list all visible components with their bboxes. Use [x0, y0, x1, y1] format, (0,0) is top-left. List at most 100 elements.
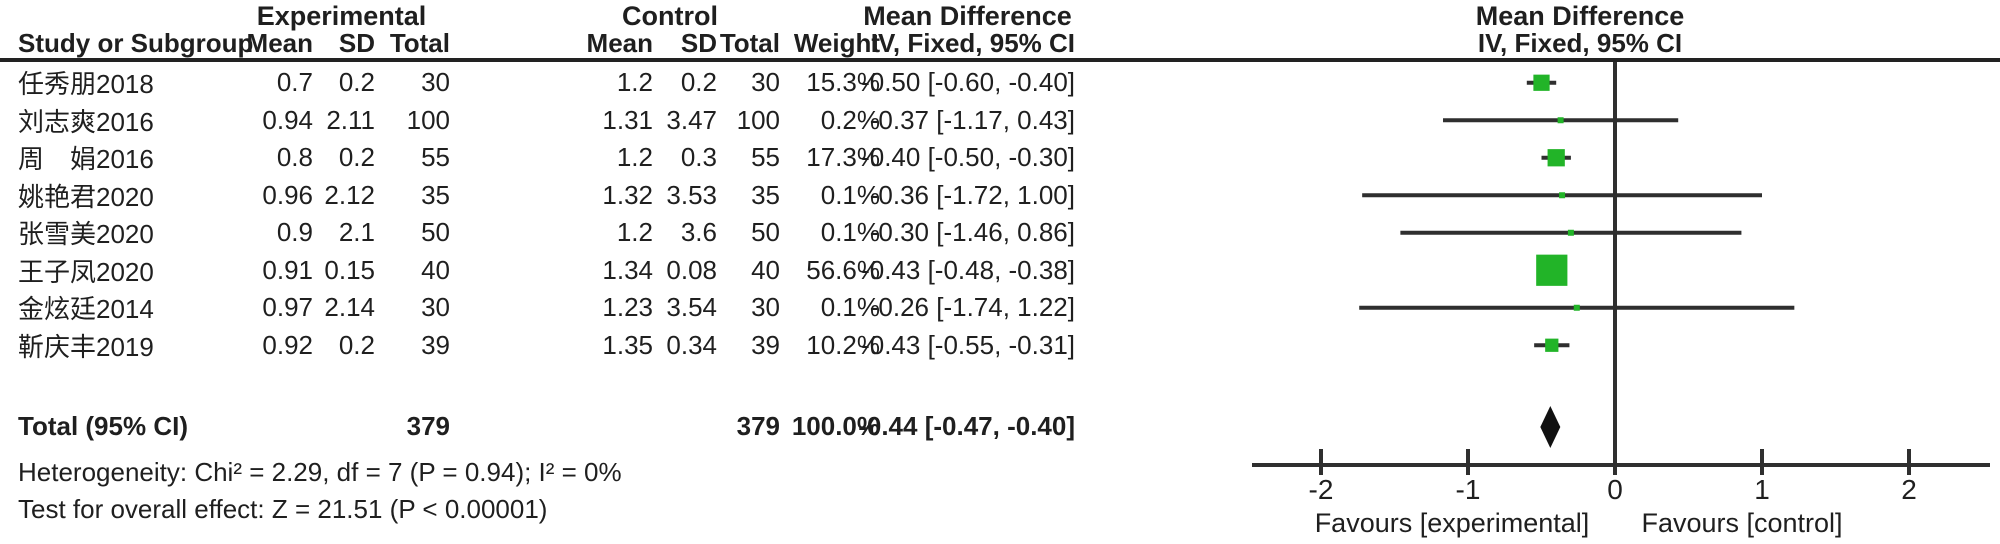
header-divider-line — [0, 58, 2000, 62]
ci-value: -0.26 [-1.74, 1.22] — [869, 292, 1075, 323]
total-label: Total (95% CI) — [18, 411, 188, 442]
axis-tick — [1319, 449, 1323, 475]
col-exp-sd: SD — [338, 27, 375, 58]
total-ci: -0.44 [-0.47, -0.40] — [858, 411, 1075, 442]
ci-value: -0.37 [-1.17, 0.43] — [869, 104, 1075, 135]
ctl-sd-value: 0.3 — [680, 142, 717, 173]
exp-total-value: 40 — [421, 254, 450, 285]
ctl-mean-value: 1.31 — [602, 104, 653, 135]
ctl-sd-value: 0.08 — [666, 254, 717, 285]
ctl-mean-value: 1.32 — [602, 179, 653, 210]
exp-total-value: 100 — [406, 104, 450, 135]
pooled-diamond — [1540, 406, 1561, 448]
axis-tick — [1613, 449, 1617, 475]
weight-value: 56.6% — [806, 254, 880, 285]
exp-sd-value: 0.15 — [324, 254, 375, 285]
table-row: 周 娟2016 0.8 0.2 55 1.2 0.3 55 17.3% -0.4… — [0, 139, 1100, 177]
header-mean-difference-left: Mean Difference — [863, 1, 1072, 31]
ctl-total-value: 39 — [751, 329, 780, 360]
axis-tick — [1466, 449, 1470, 475]
exp-mean-value: 0.9 — [276, 217, 313, 248]
ctl-mean-value: 1.2 — [616, 217, 653, 248]
total-row: Total (95% CI) 379 379 100.0% -0.44 [-0.… — [0, 408, 1100, 446]
col-exp-total: Total — [389, 27, 450, 58]
ctl-sd-value: 3.54 — [666, 292, 717, 323]
table-row: 王子凤2020 0.91 0.15 40 1.34 0.08 40 56.6% … — [0, 252, 1100, 290]
ctl-sd-value: 3.6 — [680, 217, 717, 248]
study-label: 张雪美2020 — [18, 219, 154, 250]
ctl-total-value: 55 — [751, 142, 780, 173]
effect-square — [1559, 192, 1566, 199]
axis-tick-label: 1 — [1754, 474, 1770, 505]
ci-value: -0.43 [-0.55, -0.31] — [861, 329, 1075, 360]
col-ctl-mean: Mean — [586, 27, 653, 58]
exp-mean-value: 0.91 — [262, 254, 313, 285]
total-exp-n: 379 — [406, 411, 450, 442]
header-mean-difference-right: Mean Difference — [1475, 1, 1685, 31]
overall-effect-note: Test for overall effect: Z = 21.51 (P < … — [18, 494, 548, 524]
effect-square — [1533, 74, 1550, 91]
ctl-mean-value: 1.23 — [602, 292, 653, 323]
ci-value: -0.50 [-0.60, -0.40] — [861, 67, 1075, 98]
exp-sd-value: 2.12 — [324, 179, 375, 210]
exp-mean-value: 0.8 — [276, 142, 313, 173]
col-exp-mean: Mean — [246, 27, 313, 58]
ctl-sd-value: 3.47 — [666, 104, 717, 135]
ci-value: -0.43 [-0.48, -0.38] — [861, 254, 1075, 285]
table-row: 刘志爽2016 0.94 2.11 100 1.31 3.47 100 0.2%… — [0, 102, 1100, 140]
ctl-sd-value: 0.2 — [680, 67, 717, 98]
axis-tick-label: -2 — [1308, 474, 1334, 505]
column-header-row: Study or Subgroup Mean SD Total Mean SD … — [0, 28, 2000, 58]
study-label: 姚艳君2020 — [18, 181, 154, 212]
exp-mean-value: 0.92 — [262, 329, 313, 360]
favours-control-label: Favours [control] — [1641, 508, 1843, 538]
axis-tick — [1760, 449, 1764, 475]
axis-tick-label: -1 — [1455, 474, 1481, 505]
study-label: 金炫廷2014 — [18, 294, 154, 325]
effect-square — [1567, 229, 1574, 236]
effect-square — [1573, 304, 1580, 311]
ctl-total-value: 30 — [751, 67, 780, 98]
weight-value: 0.1% — [820, 292, 880, 323]
study-label: 周 娟2016 — [18, 144, 154, 175]
ci-value: -0.36 [-1.72, 1.00] — [869, 179, 1075, 210]
exp-total-value: 39 — [421, 329, 450, 360]
total-weight: 100.0% — [791, 411, 880, 442]
zero-reference-line — [1613, 62, 1617, 465]
ctl-sd-value: 0.34 — [666, 329, 717, 360]
exp-sd-value: 2.1 — [338, 217, 375, 248]
effect-square — [1536, 254, 1568, 286]
exp-total-value: 55 — [421, 142, 450, 173]
col-ci: IV, Fixed, 95% CI — [870, 27, 1075, 58]
axis-tick — [1907, 449, 1911, 475]
ctl-mean-value: 1.35 — [602, 329, 653, 360]
exp-total-value: 50 — [421, 217, 450, 248]
exp-mean-value: 0.97 — [262, 292, 313, 323]
axis-tick-label: 2 — [1901, 474, 1917, 505]
weight-value: 15.3% — [806, 67, 880, 98]
exp-sd-value: 0.2 — [338, 142, 375, 173]
exp-mean-value: 0.96 — [262, 179, 313, 210]
effect-square — [1557, 117, 1564, 124]
ctl-total-value: 40 — [751, 254, 780, 285]
weight-value: 0.2% — [820, 104, 880, 135]
exp-sd-value: 2.11 — [326, 104, 375, 135]
ctl-total-value: 50 — [751, 217, 780, 248]
exp-sd-value: 2.14 — [324, 292, 375, 323]
ctl-total-value: 30 — [751, 292, 780, 323]
weight-value: 10.2% — [806, 329, 880, 360]
favours-experimental-label: Favours [experimental] — [1314, 508, 1590, 538]
col-weight: Weight — [793, 27, 880, 58]
table-row: 姚艳君2020 0.96 2.12 35 1.32 3.53 35 0.1% -… — [0, 177, 1100, 215]
exp-sd-value: 0.2 — [338, 329, 375, 360]
weight-value: 0.1% — [820, 179, 880, 210]
total-ctl-n: 379 — [736, 411, 780, 442]
table-row: 金炫廷2014 0.97 2.14 30 1.23 3.54 30 0.1% -… — [0, 289, 1100, 327]
exp-mean-value: 0.7 — [276, 67, 313, 98]
table-row: 靳庆丰2019 0.92 0.2 39 1.35 0.34 39 10.2% -… — [0, 327, 1100, 365]
col-ctl-total: Total — [719, 27, 780, 58]
ctl-total-value: 100 — [736, 104, 780, 135]
table-row: 任秀朋2018 0.7 0.2 30 1.2 0.2 30 15.3% -0.5… — [0, 64, 1100, 102]
ctl-sd-value: 3.53 — [666, 179, 717, 210]
study-label: 任秀朋2018 — [18, 69, 154, 100]
